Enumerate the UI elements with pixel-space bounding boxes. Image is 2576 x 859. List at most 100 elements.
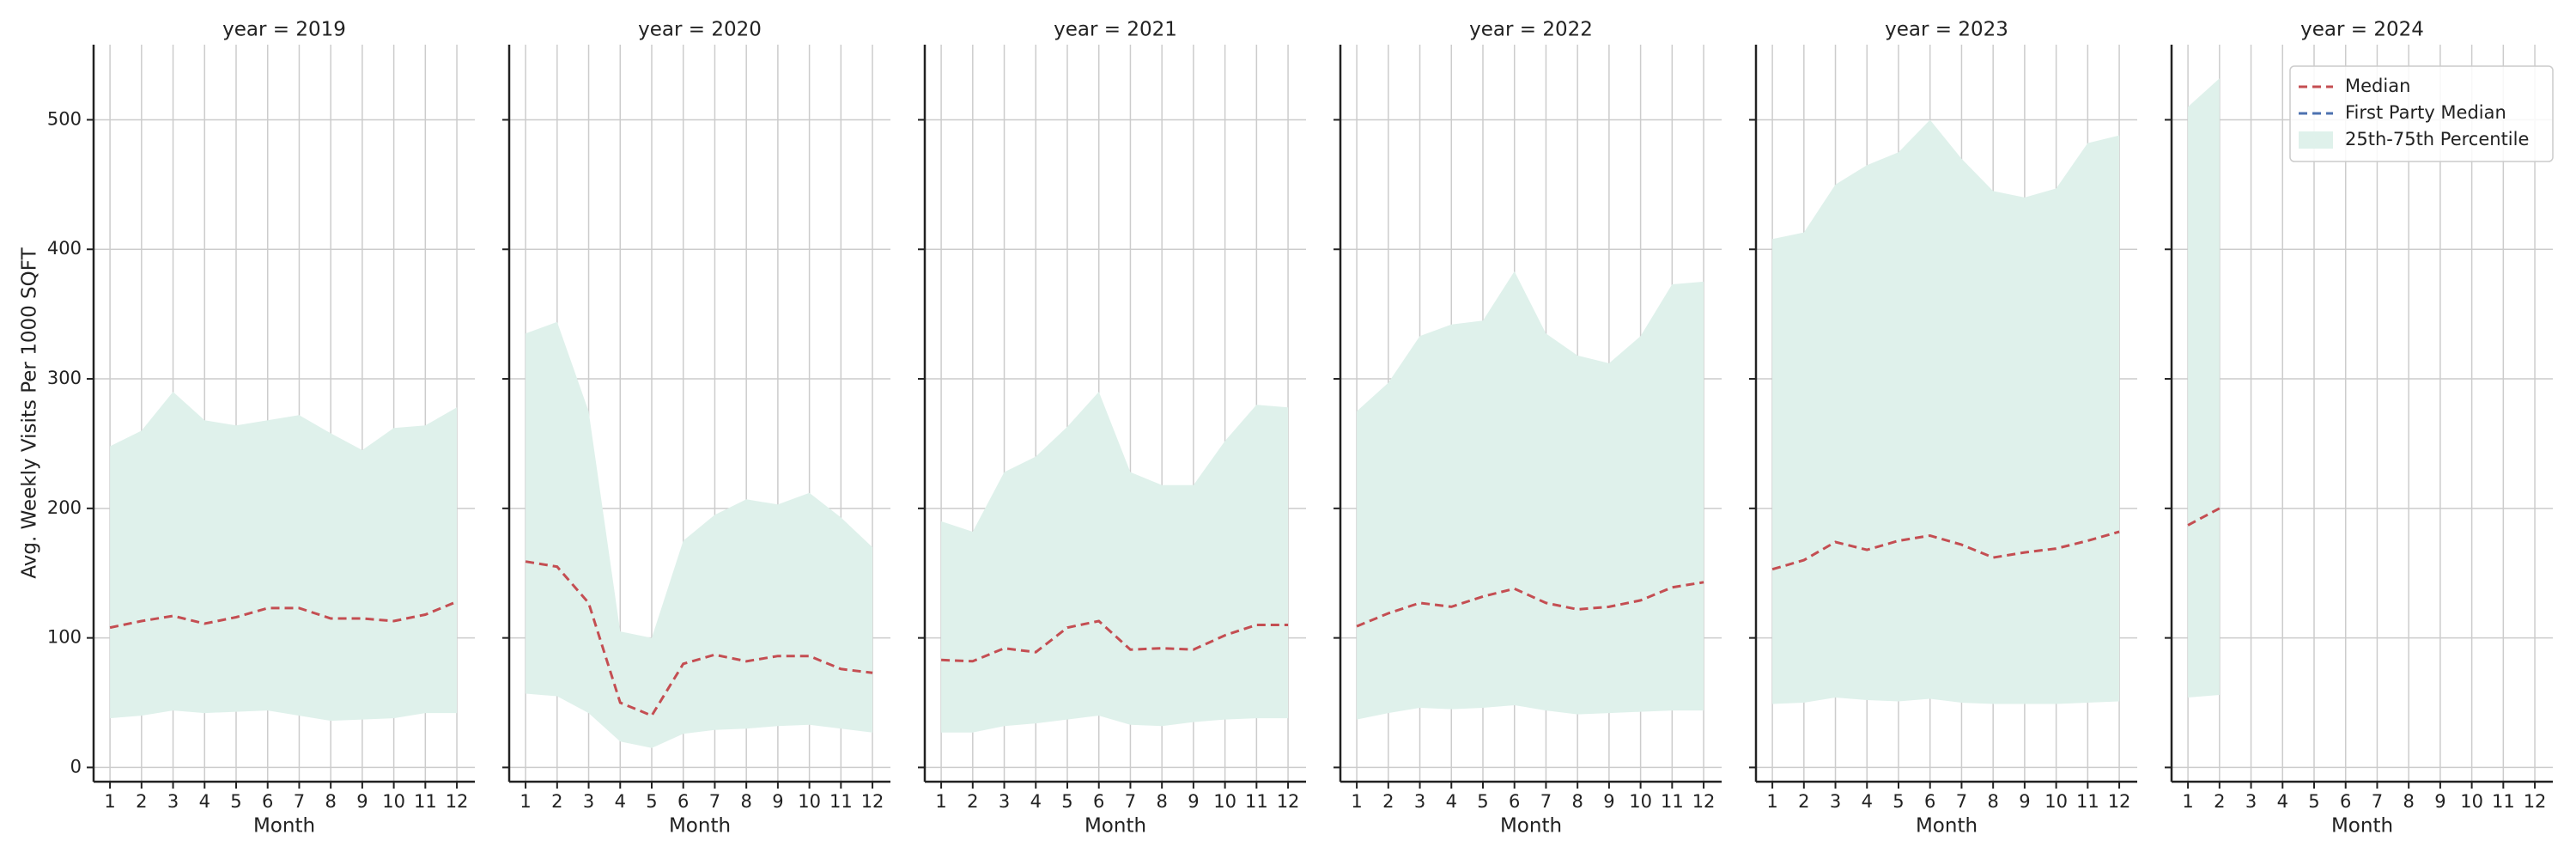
x-axis-label: Month	[1500, 815, 1562, 838]
panel-title: year = 2020	[638, 19, 762, 41]
legend-label: Median	[2345, 76, 2410, 96]
x-tick-label: 11	[2492, 791, 2515, 812]
x-tick-label: 6	[1924, 791, 1935, 812]
x-tick-label: 1	[935, 791, 946, 812]
x-axis-label: Month	[669, 815, 731, 838]
x-tick-label: 6	[262, 791, 273, 812]
x-tick-label: 12	[2524, 791, 2547, 812]
y-axis-label: Avg. Weekly Visits Per 1000 SQFT	[19, 247, 41, 578]
x-tick-label: 9	[356, 791, 368, 812]
x-tick-label: 10	[2460, 791, 2483, 812]
y-tick-label: 200	[47, 497, 82, 518]
x-tick-label: 1	[104, 791, 115, 812]
y-tick-label: 100	[47, 627, 82, 648]
legend-frame	[2289, 65, 2554, 162]
x-tick-label: 9	[1603, 791, 1614, 812]
y-tick-label: 0	[70, 756, 82, 777]
legend-label: First Party Median	[2345, 102, 2506, 123]
panel-title: year = 2021	[1054, 19, 1177, 41]
x-tick-label: 9	[2019, 791, 2030, 812]
x-tick-label: 11	[2076, 791, 2099, 812]
x-tick-label: 8	[1571, 791, 1583, 812]
x-tick-label: 12	[861, 791, 884, 812]
median-line	[1771, 530, 2120, 571]
x-tick-label: 1	[2182, 791, 2193, 812]
percentile-band	[110, 392, 458, 722]
x-tick-label: 4	[199, 791, 210, 812]
x-tick-label: 5	[1061, 791, 1072, 812]
x-tick-label: 10	[382, 791, 405, 812]
legend-swatch	[2299, 131, 2333, 149]
x-tick-label: 1	[519, 791, 531, 812]
percentile-band	[1772, 119, 2120, 704]
x-tick-label: 11	[829, 791, 853, 812]
x-tick-label: 4	[615, 791, 626, 812]
percentile-band	[2188, 78, 2220, 698]
x-tick-label: 3	[1414, 791, 1425, 812]
x-tick-label: 2	[1798, 791, 1809, 812]
panel-title: year = 2024	[2300, 19, 2424, 41]
x-tick-label: 9	[1188, 791, 1199, 812]
percentile-band	[1357, 271, 1704, 720]
x-tick-label: 10	[1213, 791, 1236, 812]
x-tick-label: 4	[1862, 791, 1873, 812]
x-tick-label: 3	[583, 791, 594, 812]
x-tick-label: 2	[551, 791, 562, 812]
legend: Median First Party Median 25th-75th Percen…	[2289, 65, 2554, 162]
x-tick-label: 7	[1125, 791, 1136, 812]
x-axis-label: Month	[1084, 815, 1146, 838]
x-tick-label: 10	[1629, 791, 1652, 812]
x-tick-label: 9	[2434, 791, 2445, 812]
x-tick-label: 4	[1030, 791, 1042, 812]
x-tick-label: 3	[999, 791, 1010, 812]
x-tick-label: 12	[2108, 791, 2131, 812]
legend-label: 25th-75th Percentile	[2345, 129, 2529, 149]
x-tick-label: 2	[136, 791, 147, 812]
x-tick-label: 2	[1382, 791, 1394, 812]
panel-title: year = 2019	[222, 19, 346, 41]
x-tick-label: 2	[967, 791, 978, 812]
x-tick-label: 4	[1446, 791, 1457, 812]
median-line	[109, 600, 458, 630]
x-tick-label: 6	[677, 791, 689, 812]
y-tick-label: 300	[47, 368, 82, 388]
x-tick-label: 7	[2372, 791, 2383, 812]
x-tick-label: 2	[2214, 791, 2225, 812]
x-tick-label: 11	[1661, 791, 1684, 812]
x-tick-label: 12	[1277, 791, 1300, 812]
x-tick-label: 8	[740, 791, 751, 812]
x-tick-label: 8	[2403, 791, 2414, 812]
x-tick-label: 11	[414, 791, 437, 812]
y-tick-label: 400	[47, 238, 82, 259]
x-tick-label: 8	[1987, 791, 1998, 812]
x-tick-label: 5	[1477, 791, 1488, 812]
x-tick-label: 7	[1956, 791, 1967, 812]
x-axis-label: Month	[1916, 815, 1978, 838]
y-tick-label: 500	[47, 108, 82, 129]
panel-title: year = 2022	[1469, 19, 1593, 41]
x-tick-label: 4	[2277, 791, 2288, 812]
x-axis-label: Month	[2331, 815, 2393, 838]
x-tick-label: 7	[294, 791, 305, 812]
x-tick-label: 10	[2044, 791, 2068, 812]
median-line	[2187, 507, 2221, 527]
percentile-band	[526, 321, 873, 748]
x-tick-label: 12	[1692, 791, 1716, 812]
x-tick-label: 10	[798, 791, 821, 812]
x-tick-label: 3	[1830, 791, 1841, 812]
x-tick-label: 7	[1540, 791, 1552, 812]
x-tick-label: 3	[2245, 791, 2257, 812]
x-tick-label: 12	[446, 791, 469, 812]
x-tick-label: 1	[1766, 791, 1777, 812]
x-tick-label: 5	[1893, 791, 1904, 812]
x-tick-label: 5	[230, 791, 241, 812]
median-line	[1356, 581, 1704, 628]
x-tick-label: 7	[709, 791, 720, 812]
